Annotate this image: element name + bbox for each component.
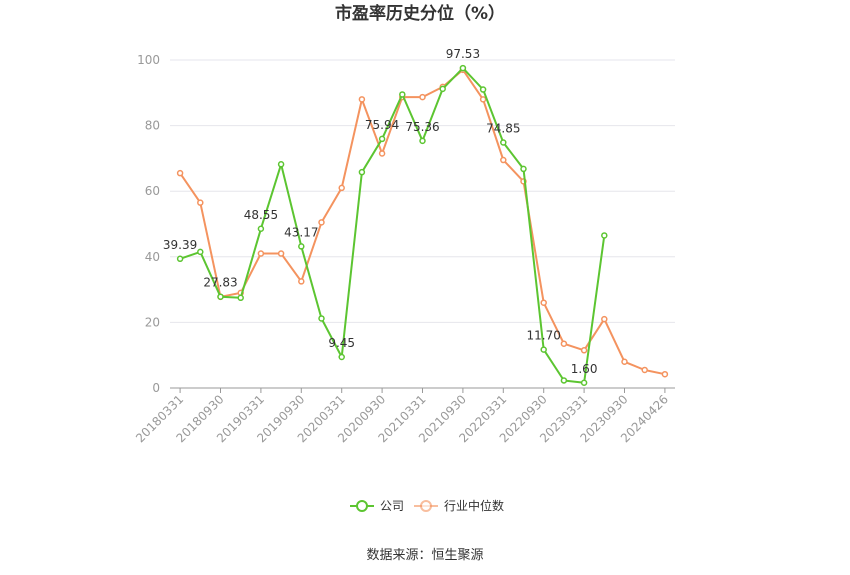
series-line-company: [179, 67, 606, 384]
data-point: [298, 243, 305, 250]
data-label: 75.94: [365, 118, 399, 132]
data-point: [479, 86, 487, 93]
data-point: [338, 184, 345, 192]
data-point: [197, 199, 204, 206]
data-point: [601, 232, 608, 239]
data-label: 9.45: [328, 336, 355, 350]
data-point: [176, 255, 184, 263]
data-point: [621, 358, 628, 366]
data-point: [338, 353, 345, 361]
data-point: [641, 366, 648, 374]
data-point: [560, 377, 568, 384]
legend-swatch-marker: [356, 500, 368, 512]
data-point: [520, 165, 527, 173]
data-point: [358, 96, 366, 103]
y-tick-label: 0: [152, 381, 160, 395]
data-point: [439, 85, 446, 93]
data-source-note: 数据来源：恒生聚源: [366, 548, 483, 563]
data-point: [197, 248, 204, 256]
data-point: [257, 225, 265, 233]
data-point: [540, 299, 547, 306]
data-point: [500, 139, 507, 146]
data-point: [318, 219, 325, 226]
data-point: [318, 315, 325, 322]
data-point: [176, 169, 184, 177]
data-point: [479, 96, 487, 103]
y-tick-label: 20: [145, 315, 160, 329]
data-point: [500, 156, 507, 164]
data-point: [459, 64, 467, 72]
data-point: [277, 250, 285, 257]
data-point: [419, 93, 426, 101]
data-point: [661, 370, 669, 378]
legend-label-industry-median: 行业中位数: [444, 498, 504, 513]
y-tick-label: 40: [145, 250, 160, 264]
data-label: 97.53: [446, 47, 480, 61]
data-point: [601, 315, 608, 323]
data-label: 39.39: [163, 238, 197, 252]
data-point: [217, 293, 224, 300]
data-point: [399, 91, 406, 98]
data-label: 11.70: [527, 329, 561, 343]
y-tick-label: 80: [145, 119, 160, 133]
data-point: [580, 379, 588, 387]
data-label: 1.60: [571, 362, 598, 376]
data-point: [277, 161, 285, 168]
data-label: 75.36: [405, 120, 439, 134]
data-point: [580, 347, 588, 354]
data-point: [540, 346, 547, 353]
data-label: 48.55: [244, 208, 278, 222]
data-point: [237, 294, 244, 302]
data-label: 43.17: [284, 225, 318, 239]
data-label: 74.85: [486, 121, 520, 135]
legend-label-company: 公司: [380, 499, 404, 513]
data-point: [419, 137, 426, 145]
data-label: 27.83: [203, 276, 237, 290]
data-point: [378, 135, 386, 143]
data-point: [378, 150, 386, 157]
chart-title: 市盈率历史分位（%）: [335, 3, 505, 24]
data-point: [298, 278, 305, 285]
y-tick-label: 100: [137, 53, 160, 67]
y-tick-label: 60: [145, 184, 160, 198]
legend-swatch-marker: [420, 500, 432, 512]
data-point: [358, 168, 366, 176]
data-point: [560, 340, 568, 347]
data-point: [257, 250, 265, 257]
